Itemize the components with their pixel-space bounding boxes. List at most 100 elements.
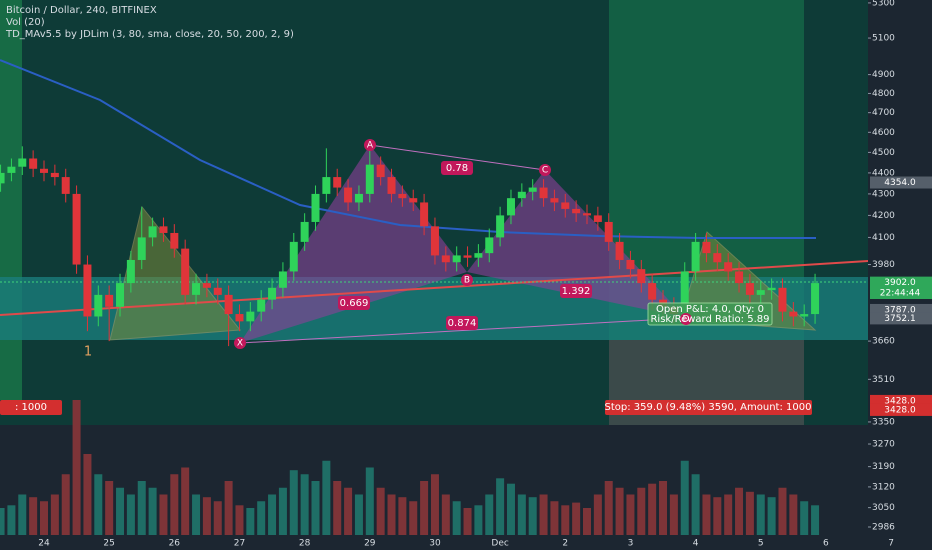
volume-bar — [441, 494, 450, 535]
candle-body — [517, 191, 526, 199]
y-tick-label: 4300 — [872, 189, 895, 199]
x-tick-label: 5 — [758, 539, 764, 549]
volume-bar — [300, 474, 309, 535]
pattern-point — [234, 337, 246, 349]
volume-bar — [561, 505, 570, 535]
volume-bar — [333, 481, 342, 535]
candle-body — [420, 202, 429, 227]
candle-body — [61, 177, 70, 194]
volume-bar — [105, 481, 114, 535]
candle-body — [387, 177, 396, 194]
volume-bar — [289, 470, 298, 535]
pattern-bcd — [467, 170, 686, 318]
candle-body — [126, 259, 135, 284]
candle-body — [593, 215, 602, 222]
candle-body — [83, 264, 92, 317]
annotation: 0.874 — [448, 318, 477, 329]
annotation: 0.78 — [446, 163, 468, 174]
candle-body — [40, 168, 48, 173]
candle-body — [213, 287, 222, 295]
chart-title: Bitcoin / Dollar, 240, BITFINEX — [6, 5, 157, 16]
y-tick-label: 3980 — [872, 260, 895, 270]
volume-bar — [430, 474, 439, 535]
candle-body — [148, 226, 157, 238]
annotation: X — [237, 339, 243, 349]
candle-body — [680, 271, 689, 315]
volume-bar — [398, 497, 407, 535]
volume-bar — [604, 481, 613, 535]
candle-body — [691, 241, 700, 272]
annotation: 0.669 — [340, 298, 369, 309]
candle-body — [561, 202, 570, 209]
candle-body — [365, 164, 374, 194]
pattern-point — [364, 139, 376, 151]
volume-bar — [213, 501, 222, 535]
y-tick-label: 3270 — [872, 440, 895, 450]
y-tick-label: 3050 — [872, 503, 895, 513]
candle-body — [767, 287, 776, 291]
volume-bar — [506, 483, 515, 535]
x-tick-label: 27 — [234, 539, 245, 549]
x-tick-label: 3 — [628, 539, 634, 549]
x-tick-label: 4 — [693, 539, 699, 549]
candle-body — [637, 269, 646, 284]
pattern-xab — [240, 145, 467, 343]
x-tick-label: 25 — [103, 539, 114, 549]
candle-body — [354, 193, 363, 203]
volume-bar — [778, 487, 787, 535]
y-tick-label: 2986 — [872, 523, 895, 533]
candle-body — [702, 241, 711, 254]
y-tick-label: 3660 — [872, 337, 895, 347]
y-tick-label: 4800 — [872, 89, 895, 99]
volume-bar — [40, 501, 48, 535]
candle-body — [300, 221, 309, 242]
volume-bar — [376, 487, 385, 535]
volume-bar — [583, 508, 591, 535]
candle-body — [745, 283, 754, 295]
annotation: Open P&L: 4.0, Qty: 0 — [656, 304, 764, 315]
volume-bar — [702, 494, 711, 535]
price-label: 3902.0 — [884, 278, 916, 288]
candle-body — [268, 287, 277, 300]
candle-body — [430, 226, 439, 256]
volume-bar — [626, 494, 635, 535]
y-tick-label: 3510 — [872, 375, 895, 385]
moving-average — [0, 59, 816, 239]
ratio-box — [446, 316, 478, 330]
candle-body — [72, 193, 81, 265]
volume-bar — [680, 460, 689, 535]
volume-bar — [61, 474, 70, 535]
trend-line — [0, 256, 932, 316]
annotation: B — [464, 276, 470, 286]
volume-bar — [420, 481, 429, 535]
volume-bar — [756, 494, 765, 535]
candle-body — [202, 283, 211, 288]
candle-body — [105, 294, 114, 307]
x-tick-label: 24 — [38, 539, 50, 549]
volume-bar — [268, 494, 277, 535]
volume-bar — [18, 494, 27, 535]
y-tick-label: 4500 — [872, 148, 895, 158]
volume-bar — [550, 501, 559, 535]
candle-body — [528, 187, 537, 192]
volume-bar — [311, 481, 320, 535]
x-tick-label: 6 — [823, 539, 829, 549]
pattern-point — [680, 313, 692, 325]
volume-bar — [474, 505, 483, 535]
candle-body — [246, 311, 255, 322]
candle-body — [170, 232, 179, 249]
volume-bar — [789, 494, 798, 535]
pattern-point — [539, 164, 551, 176]
candle-body — [789, 311, 798, 317]
candle-body — [583, 213, 591, 216]
candle-body — [0, 172, 5, 184]
candle-body — [811, 283, 820, 315]
price-label-box — [870, 403, 932, 416]
volume-bar — [170, 474, 179, 535]
volume-bar — [539, 494, 548, 535]
candle-body — [539, 187, 548, 199]
candle-body — [181, 248, 190, 295]
candle-body — [333, 177, 342, 188]
volume-bar — [246, 508, 255, 535]
